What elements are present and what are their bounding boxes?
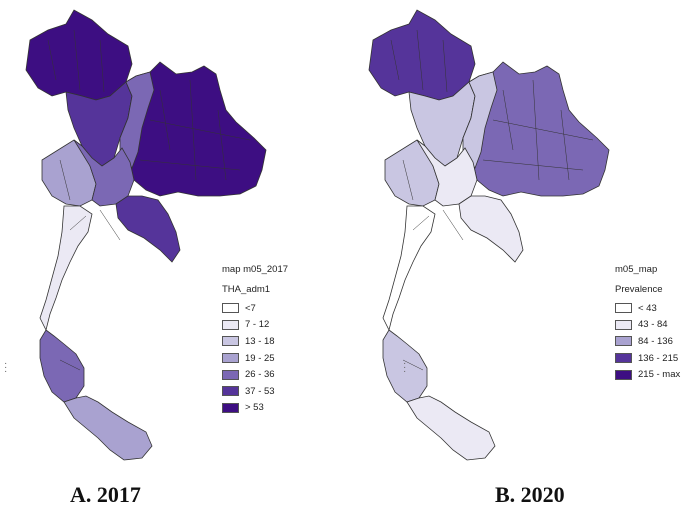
legend-swatch <box>222 353 239 364</box>
legend-item: 43 - 84 <box>615 317 680 334</box>
province-border <box>390 39 400 81</box>
legend-item: 26 - 36 <box>222 366 288 383</box>
legend-swatch <box>222 319 239 330</box>
islands-marker: · · · <box>403 358 407 377</box>
legend-2017: map m05_2017 THA_adm1 <7 7 - 12 13 - 18 19 … <box>222 264 288 416</box>
legend-swatch <box>615 369 632 380</box>
province-border <box>99 209 121 241</box>
legend-title: map m05_2017 <box>222 264 289 275</box>
legend-label: 13 - 18 <box>245 335 275 347</box>
region-central <box>73 139 135 207</box>
province-border <box>532 79 540 181</box>
legend-title: m05_map <box>615 264 658 275</box>
region-south-mid <box>39 329 85 403</box>
legend-subtitle: THA_adm1 <box>222 284 271 295</box>
region-north <box>368 9 476 101</box>
province-border <box>47 39 57 81</box>
legend-item: 19 - 25 <box>222 350 288 367</box>
region-central <box>416 139 478 207</box>
province-border <box>139 159 241 171</box>
province-border <box>442 39 448 93</box>
region-east <box>115 195 181 263</box>
legend-swatch <box>222 303 239 314</box>
region-northeast-west <box>119 71 155 169</box>
province-border <box>492 119 594 141</box>
legend-label: 19 - 25 <box>245 352 275 364</box>
province-border <box>73 29 81 91</box>
legend-label: 37 - 53 <box>245 385 275 397</box>
legend-swatch <box>615 353 632 364</box>
map-panel-2020: · · · m05_map Prevalence < 43 43 - 84 84 - 1… <box>343 0 685 515</box>
province-border <box>149 119 251 141</box>
legend-swatch <box>615 303 632 314</box>
province-border <box>442 209 464 241</box>
legend-label: 136 - 215 <box>638 352 679 364</box>
province-border <box>402 359 424 371</box>
legend-item: <7 <box>222 300 288 317</box>
legend-item: 7 - 12 <box>222 317 288 334</box>
legend-item: 136 - 215 <box>615 350 680 367</box>
region-south-far <box>63 395 153 461</box>
provinces-group <box>368 9 610 461</box>
province-border <box>402 159 414 201</box>
region-south-north <box>39 205 93 332</box>
province-border <box>69 215 87 231</box>
thailand-map-2020 <box>368 9 610 461</box>
legend-swatch <box>222 386 239 397</box>
legend-2020: m05_map Prevalence < 43 43 - 84 84 - 136 13… <box>615 264 680 383</box>
province-border <box>482 159 584 171</box>
thailand-map-2017 <box>25 9 267 461</box>
legend-item: 84 - 136 <box>615 333 680 350</box>
map-caption: B. 2020 <box>495 482 565 507</box>
region-south-north <box>382 205 436 332</box>
legend-label: <7 <box>245 302 256 314</box>
legend-label: 7 - 12 <box>245 319 270 331</box>
region-east <box>458 195 524 263</box>
legend-swatch <box>222 336 239 347</box>
legend-label: 26 - 36 <box>245 369 275 381</box>
region-south-far <box>406 395 496 461</box>
legend-item: 215 - max <box>615 366 680 383</box>
legend-rows: <7 7 - 12 13 - 18 19 - 25 26 - 36 37 - 53 > 53 <box>222 300 288 416</box>
legend-subtitle: Prevalence <box>615 284 663 295</box>
legend-item: 13 - 18 <box>222 333 288 350</box>
legend-item: > 53 <box>222 400 288 417</box>
legend-label: > 53 <box>245 402 264 414</box>
map-panel-2017: · · · map m05_2017 THA_adm1 <7 7 - 12 13 - 1… <box>0 0 342 515</box>
province-border <box>59 159 71 201</box>
map-caption: A. 2017 <box>70 482 141 507</box>
legend-swatch <box>615 336 632 347</box>
province-border <box>159 89 171 151</box>
province-border <box>59 359 81 371</box>
legend-item: 37 - 53 <box>222 383 288 400</box>
region-northeast-west <box>462 71 498 169</box>
legend-swatch <box>222 369 239 380</box>
legend-swatch <box>222 402 239 413</box>
legend-label: 84 - 136 <box>638 335 673 347</box>
region-north <box>25 9 133 101</box>
province-border <box>412 215 430 231</box>
province-border <box>502 89 514 151</box>
legend-rows: < 43 43 - 84 84 - 136 136 - 215 215 - max <box>615 300 680 383</box>
province-border <box>416 29 424 91</box>
legend-label: 215 - max <box>638 369 681 381</box>
legend-item: < 43 <box>615 300 680 317</box>
provinces-group <box>25 9 267 461</box>
province-border <box>189 79 197 181</box>
legend-swatch <box>615 319 632 330</box>
legend-label: < 43 <box>638 302 657 314</box>
legend-label: 43 - 84 <box>638 319 668 331</box>
islands-marker: · · · <box>4 358 8 377</box>
province-border <box>99 39 105 93</box>
